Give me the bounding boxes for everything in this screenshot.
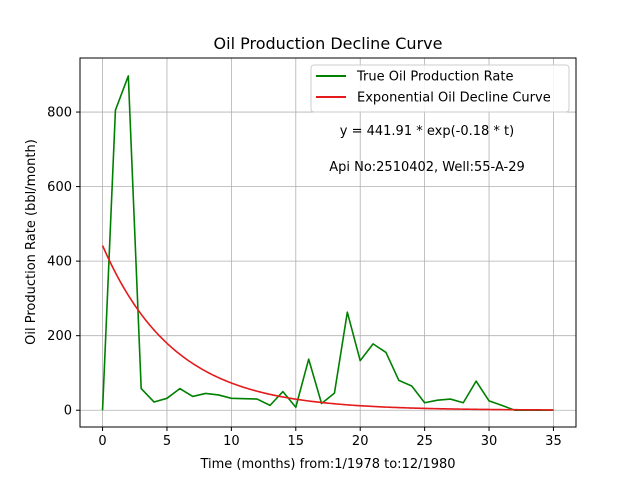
series-line-decline-curve [101, 245, 554, 411]
legend-label-decline-curve: Exponential Oil Decline Curve [357, 91, 551, 106]
legend: True Oil Production Rate Exponential Oil… [310, 64, 570, 113]
x-tick-label: 25 [416, 434, 433, 449]
y-tick-label: 800 [47, 106, 72, 121]
series-line-true-rate [101, 75, 554, 412]
legend-label-true-rate: True Oil Production Rate [356, 70, 513, 85]
x-tick-label: 20 [352, 434, 369, 449]
y-tick-label: 200 [47, 329, 72, 344]
y-tick-label: 0 [64, 404, 72, 419]
plot-frame [79, 57, 577, 428]
series-layer [101, 75, 554, 412]
well-annotation: Api No:2510402, Well:55-A-29 [329, 160, 525, 175]
x-ticks: 0 5 10 15 20 25 30 35 [98, 427, 562, 449]
y-axis-label: Oil Production Rate (bbl/month) [24, 139, 39, 345]
x-tick-label: 15 [288, 434, 305, 449]
x-tick-label: 5 [163, 434, 171, 449]
legend-box [310, 64, 570, 113]
x-tick-label: 0 [98, 434, 106, 449]
x-tick-label: 30 [481, 434, 498, 449]
x-axis-label: Time (months) from:1/1978 to:12/1980 [199, 457, 455, 472]
y-tick-label: 400 [47, 255, 72, 270]
grid [80, 58, 576, 427]
y-ticks: 0 200 400 600 800 [47, 106, 80, 419]
equation-annotation: y = 441.91 * exp(-0.18 * t) [340, 124, 514, 139]
y-tick-label: 600 [47, 180, 72, 195]
chart-title: Oil Production Decline Curve [214, 34, 443, 53]
x-tick-label: 10 [223, 434, 240, 449]
x-tick-label: 35 [545, 434, 562, 449]
